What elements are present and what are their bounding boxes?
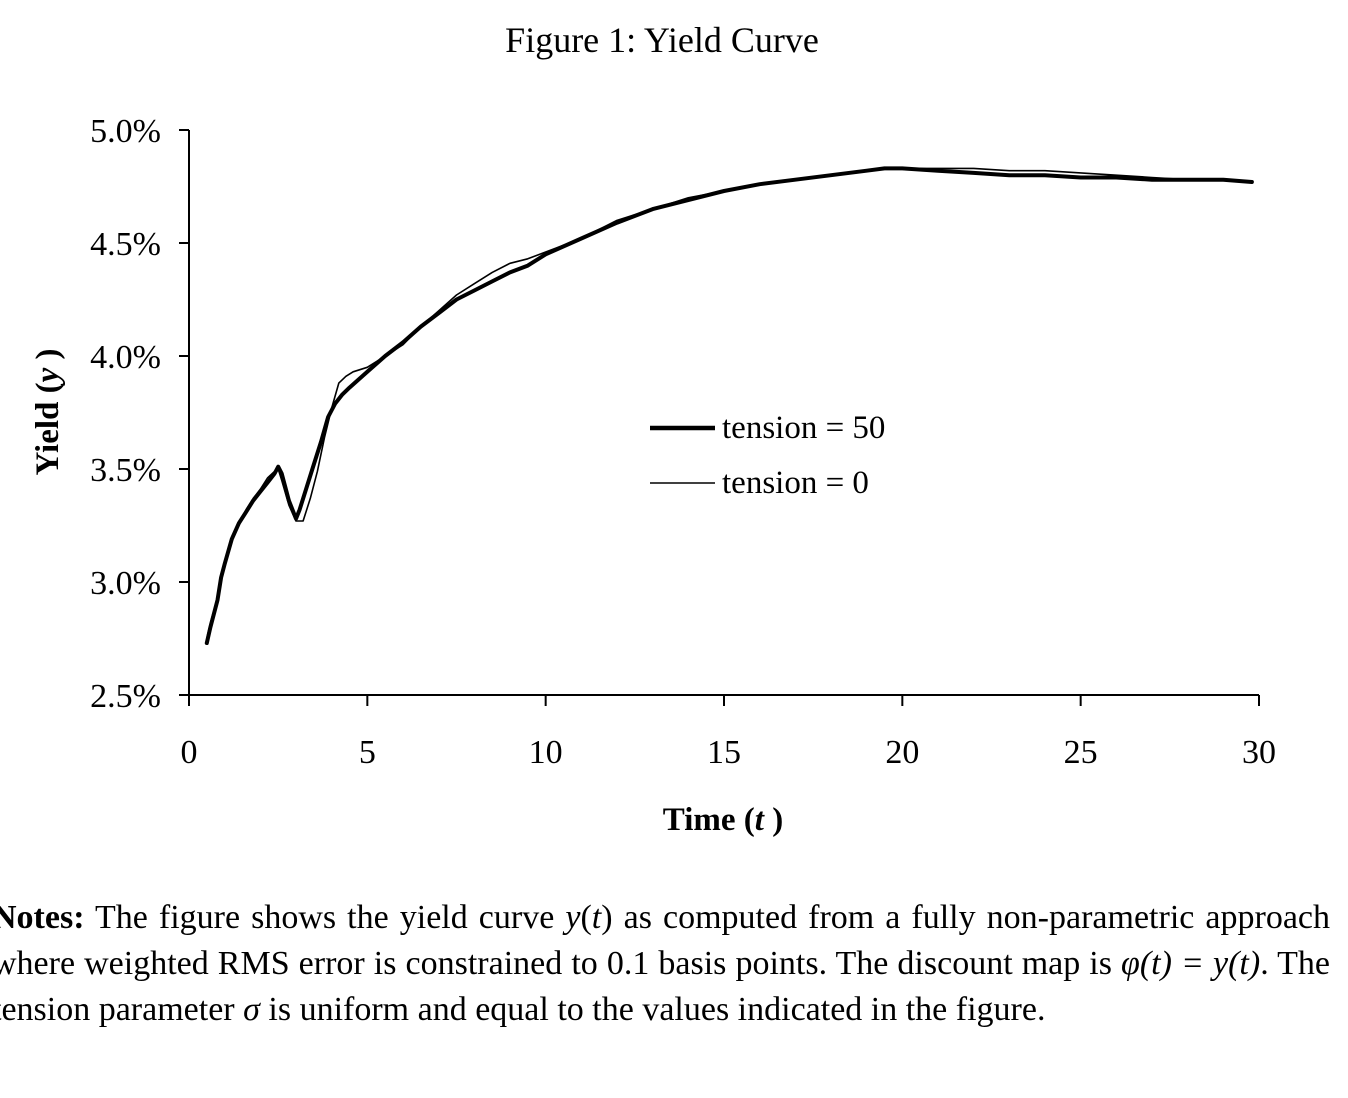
y-tick-label: 5.0%: [90, 113, 161, 150]
x-tick-label: 30: [1242, 734, 1276, 771]
y-tick-label: 2.5%: [90, 678, 161, 715]
notes-text-1: The figure shows the yield curve: [84, 899, 566, 936]
x-tick-label: 5: [359, 734, 376, 771]
series-layer: [204, 166, 1254, 645]
yield-curve-chart: Figure 1: Yield Curve 2.5% 3.0% 3.5% 4.0% 4.…: [30, 20, 1276, 838]
series-line-tension-0: [206, 167, 1253, 640]
x-tick-label: 25: [1064, 734, 1098, 771]
figure-notes: Notes: The figure shows the yield curve …: [0, 895, 1330, 1033]
x-tick-label: 20: [885, 734, 919, 771]
y-axis-ticks: 2.5% 3.0% 3.5% 4.0% 4.5% 5.0%: [90, 113, 189, 715]
x-tick-label: 10: [529, 734, 563, 771]
legend: tension = 50 tension = 0: [650, 410, 885, 501]
y-axis-title: Yield (y ): [30, 348, 66, 475]
notes-text-3: . The tension parameter: [0, 945, 1331, 1028]
notes-label: Notes:: [0, 899, 85, 936]
x-axis-title: Time (t ): [663, 802, 783, 838]
notes-paren-open: (: [580, 899, 592, 936]
series-line-tension-50: [204, 166, 1254, 645]
notes-math-y: y: [565, 899, 581, 936]
notes-math-phi: φ: [1121, 945, 1140, 982]
y-tick-label: 3.0%: [90, 565, 161, 602]
x-tick-label: 15: [707, 734, 741, 771]
x-axis-ticks: 0 5 10 15 20 25 30: [181, 695, 1276, 771]
notes-text-4: is uniform and equal to the values indic…: [259, 991, 1046, 1028]
notes-math-t: t: [591, 899, 602, 936]
notes-math-phi-arg: (t) = y(t): [1139, 945, 1261, 982]
y-tick-label: 3.5%: [90, 452, 161, 489]
notes-text-2: as computed from a fully non-parametric …: [0, 899, 1331, 982]
legend-label-tension-0: tension = 0: [722, 465, 869, 501]
y-tick-label: 4.0%: [90, 339, 161, 376]
x-tick-label: 0: [181, 734, 198, 771]
chart-title: Figure 1: Yield Curve: [505, 20, 819, 60]
notes-paren-close: ): [601, 899, 613, 936]
y-tick-label: 4.5%: [90, 226, 161, 263]
notes-math-sigma: σ: [243, 991, 260, 1028]
legend-label-tension-50: tension = 50: [722, 410, 885, 446]
